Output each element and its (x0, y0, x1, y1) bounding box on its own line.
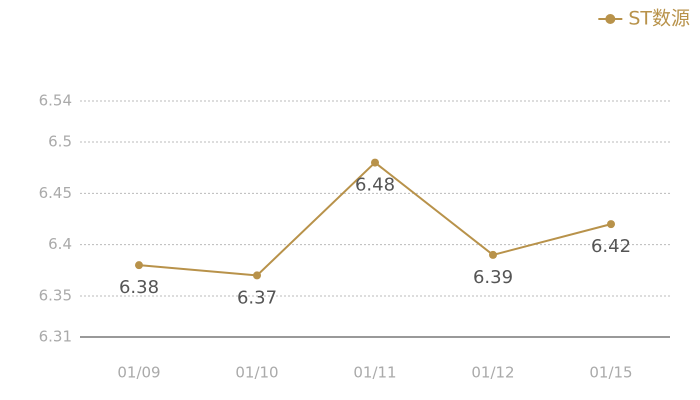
legend-label: ST数源 (628, 8, 690, 30)
x-tick-label: 01/09 (117, 364, 160, 382)
data-label: 6.42 (591, 236, 631, 257)
data-point (253, 271, 261, 280)
x-tick-label: 01/12 (471, 364, 514, 382)
y-tick-label: 6.45 (39, 184, 72, 202)
x-tick-label: 01/15 (589, 364, 632, 382)
data-label: 6.38 (119, 277, 159, 298)
data-point (489, 250, 497, 259)
y-tick-label: 6.54 (39, 92, 72, 110)
x-tick-label: 01/10 (235, 364, 278, 382)
y-tick-label: 6.5 (48, 133, 72, 151)
data-label: 6.37 (237, 287, 277, 308)
data-label: 6.39 (473, 267, 513, 288)
data-point (607, 220, 615, 229)
data-label: 6.48 (355, 175, 395, 196)
y-tick-label: 6.31 (39, 328, 72, 346)
data-point (135, 261, 143, 270)
y-tick-label: 6.35 (39, 286, 72, 304)
y-tick-label: 6.4 (48, 235, 72, 253)
x-tick-label: 01/11 (353, 364, 396, 382)
data-point (371, 158, 379, 167)
legend-marker (605, 14, 616, 24)
